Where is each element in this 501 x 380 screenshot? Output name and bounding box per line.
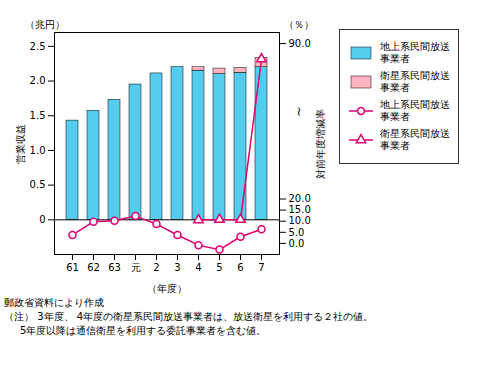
svg-text:2.0: 2.0 [30, 75, 46, 86]
svg-text:（兆円）: （兆円） [25, 19, 65, 30]
svg-text:営業収益: 営業収益 [15, 124, 26, 164]
svg-text:5: 5 [216, 262, 222, 273]
svg-text:元: 元 [131, 262, 141, 273]
svg-text:63: 63 [108, 262, 121, 273]
svg-text:20.0: 20.0 [289, 193, 311, 204]
html-text:地上系民間放送 事業者: 地上系民間放送 事業者 [380, 99, 450, 122]
svg-text:6: 6 [237, 262, 243, 273]
html-text:衛星系民間放送 事業者: 衛星系民間放送 事業者 [380, 128, 450, 151]
svg-text:3: 3 [174, 262, 180, 273]
html-text:郵政省資料により作成: 郵政省資料により作成 [4, 297, 104, 308]
svg-text:（％）: （％） [284, 19, 314, 30]
svg-text:61: 61 [66, 262, 79, 273]
svg-text:7: 7 [258, 262, 264, 273]
svg-text:15.0: 15.0 [289, 204, 311, 215]
svg-text:5.0: 5.0 [289, 227, 305, 238]
svg-text:1.0: 1.0 [30, 145, 46, 156]
html-text:地上系民間放送 事業者: 地上系民間放送 事業者 [380, 41, 450, 64]
html-text:（注） 3年度、 4年度の衛星系民間放送事業者は、放送衛星を: （注） 3年度、 4年度の衛星系民間放送事業者は、放送衛星を利用する２社の値。 [4, 311, 374, 322]
svg-text:10.0: 10.0 [289, 215, 311, 226]
svg-text:~: ~ [292, 106, 307, 117]
svg-text:2: 2 [153, 262, 159, 273]
svg-text:（年度）: （年度） [147, 283, 187, 294]
html-text:衛星系民間放送 事業者: 衛星系民間放送 事業者 [380, 70, 450, 93]
svg-text:4: 4 [195, 262, 201, 273]
svg-text:2.5: 2.5 [30, 41, 46, 52]
svg-text:0: 0 [39, 214, 45, 225]
svg-text:0.5: 0.5 [30, 179, 46, 190]
svg-text:0.0: 0.0 [289, 238, 305, 249]
html-text:5年度以降は通信衛星を利用する委託事業者を含む値。: 5年度以降は通信衛星を利用する委託事業者を含む値。 [4, 325, 267, 336]
svg-text:対前年度増減率: 対前年度増減率 [315, 109, 326, 179]
svg-text:62: 62 [87, 262, 100, 273]
svg-text:90.0: 90.0 [289, 38, 311, 49]
svg-text:1.5: 1.5 [30, 110, 46, 121]
